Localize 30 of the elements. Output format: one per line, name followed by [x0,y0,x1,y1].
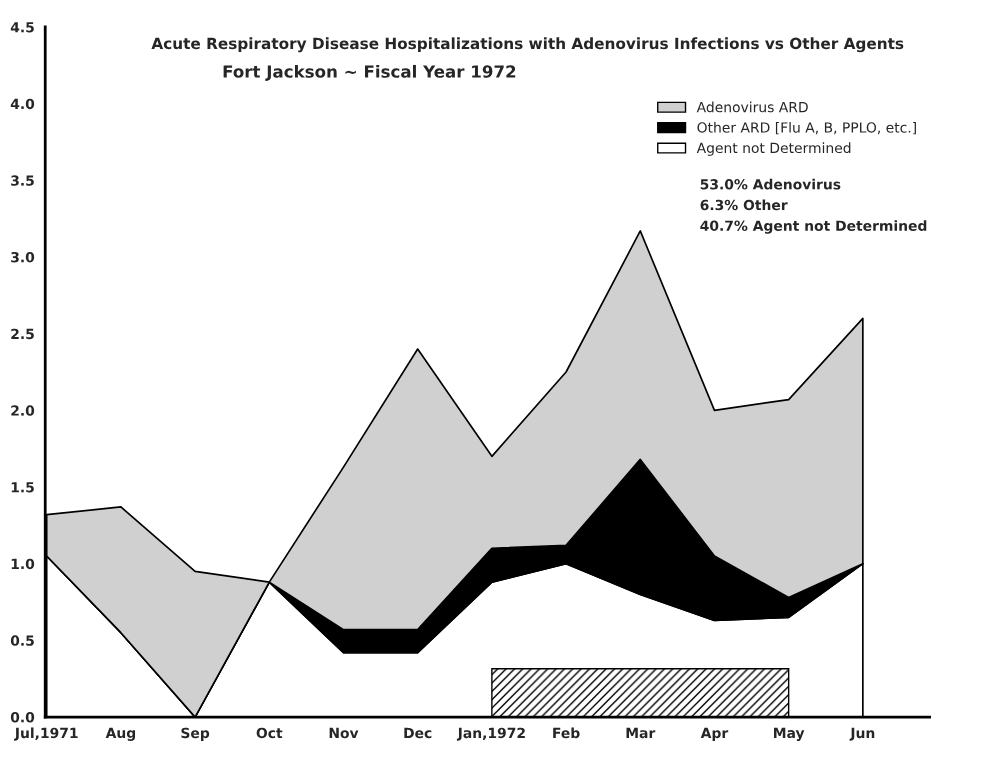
y-tick-label: 4.5 [10,22,34,33]
y-tick-label: 3.0 [11,251,35,263]
x-tick-label: Mar [626,727,656,739]
y-tick-label: 0.0 [10,712,35,723]
legend-label: Adenovirus ARD [696,101,808,113]
x-tick-label: Feb [553,727,580,739]
x-tick-label: Jul,1971 [14,727,78,741]
legend-label: Other ARD [Flu A, B, PPLO, etc.] [697,121,916,135]
annotation: 40.7% Agent not Determined [700,220,927,234]
y-tick-label: 1.0 [11,558,35,570]
x-tick-label: Oct [256,727,283,739]
text: Fort Jackson ~ Fiscal Year 1972 [223,64,516,81]
y-tick-label: 1.5 [11,482,34,493]
y-tick-label: 2.5 [11,328,34,340]
x-tick-label: Sep [181,727,210,741]
text: Acute Respiratory Disease Hospitalizations with Adenovirus Infections vs Other Agents [151,37,904,53]
x-tick-label: May [774,727,805,741]
x-tick-label: Apr [700,727,729,741]
x-tick-label: Dec [404,727,432,739]
annotation: 53.0% Adenovirus [700,178,841,190]
x-tick-label: Jan,1972 [456,727,525,741]
x-tick-label: Jun [849,727,875,741]
y-tick-label: 0.5 [10,635,34,646]
x-tick-label: Aug [105,727,136,741]
legend-label: Agent not Determined [696,142,851,156]
annotation: 6.3% Other [700,199,788,211]
y-tick-label: 3.5 [11,175,34,186]
x-tick-label: Nov [329,727,359,739]
y-tick-label: 2.0 [11,405,35,416]
y-tick-label: 4.0 [10,98,35,110]
